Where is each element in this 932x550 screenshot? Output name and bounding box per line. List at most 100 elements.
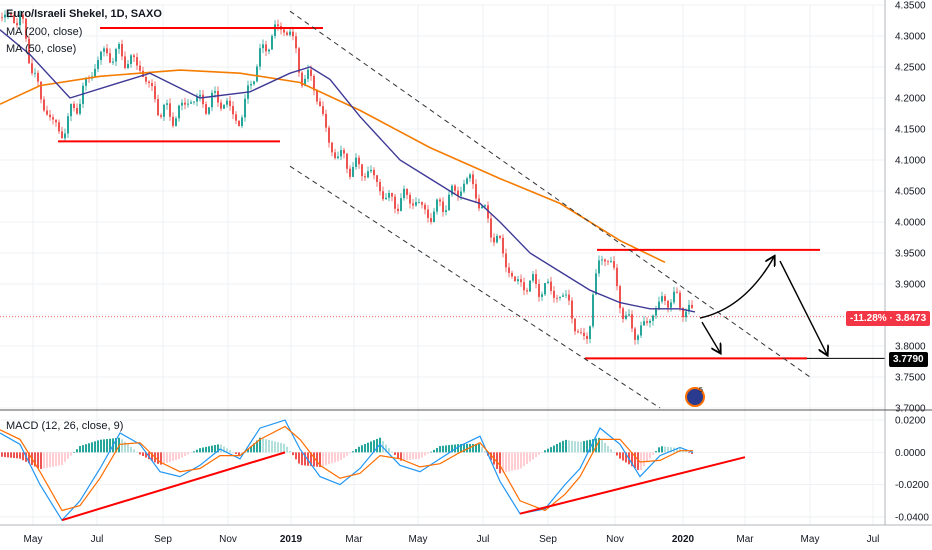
candle-body [652, 315, 654, 321]
candle-body [322, 106, 324, 114]
macd-histogram-bar [76, 449, 78, 453]
candle-body [661, 296, 663, 302]
candle-body [142, 70, 144, 77]
candle-body [376, 175, 378, 182]
macd-histogram-bar [22, 452, 24, 461]
candle-body [241, 117, 243, 126]
candle-body [82, 85, 84, 104]
macd-histogram-bar [121, 439, 123, 453]
macd-histogram-bar [37, 452, 39, 469]
x-tick-label: Sep [154, 534, 172, 545]
macd-histogram-bar [310, 452, 312, 467]
macd-histogram-bar [607, 446, 609, 453]
candle-body [616, 267, 618, 287]
ma50-legend[interactable]: MA (50, close) [6, 43, 77, 55]
macd-histogram-bar [109, 438, 111, 453]
candle-body [409, 194, 411, 204]
candle-body [121, 43, 123, 57]
candle-body [685, 311, 687, 318]
macd-histogram-bar [514, 452, 516, 471]
candle-body [7, 12, 9, 15]
macd-histogram-bar [130, 446, 132, 453]
candle-body [13, 15, 15, 24]
macd-histogram-bar [289, 450, 291, 453]
macd-legend[interactable]: MACD (12, 26, close, 9) [6, 420, 124, 432]
candle-body [79, 103, 81, 114]
candle-body [205, 104, 207, 114]
svg-text:5: 5 [699, 387, 703, 394]
macd-histogram-bar [622, 452, 624, 461]
candle-body [127, 63, 129, 69]
candle-body [151, 83, 153, 87]
candle-body [124, 56, 126, 69]
candle-body [640, 325, 642, 336]
macd-histogram-bar [376, 438, 378, 453]
candle-body [139, 65, 141, 71]
macd-histogram-bar [499, 452, 501, 474]
candle-body [175, 118, 177, 126]
macd-histogram-bar [667, 446, 669, 453]
candle-body [601, 259, 603, 261]
macd-histogram-bar [388, 448, 390, 453]
macd-histogram-bar [610, 449, 612, 453]
macd-histogram-bar [58, 452, 60, 466]
tradingview-logo-icon: 5 [685, 387, 705, 407]
macd-histogram-bar [184, 452, 186, 457]
macd-histogram-bar [214, 445, 216, 453]
macd-histogram-bar [625, 452, 627, 463]
macd-histogram-bar [166, 452, 168, 463]
macd-histogram-bar [49, 452, 51, 468]
macd-histogram-bar [274, 441, 276, 453]
macd-histogram-bar [439, 446, 441, 453]
candle-body [130, 55, 132, 64]
channel-upper-line [289, 10, 811, 378]
macd-histogram-bar [556, 443, 558, 453]
candle-body [460, 191, 462, 196]
candle-body [115, 48, 117, 62]
macd-histogram-bar [397, 452, 399, 459]
candle-body [691, 304, 693, 309]
ma200-legend[interactable]: MA (200, close) [6, 26, 83, 38]
candle-body [622, 308, 624, 319]
candle-body [433, 211, 435, 223]
y-tick-label: 3.9000 [895, 280, 926, 291]
candle-body [421, 202, 423, 205]
candle-body [103, 48, 105, 52]
candle-body [688, 304, 690, 312]
macd-histogram-bar [367, 442, 369, 453]
macd-histogram-bar [574, 441, 576, 453]
macd-histogram-bar [502, 452, 504, 473]
macd-histogram-bar [172, 452, 174, 461]
candle-body [58, 122, 60, 132]
candle-body [223, 104, 225, 109]
macd-histogram-bar [505, 452, 507, 473]
price-change-tag: -11.28% · 3.8473 [846, 311, 931, 326]
candle-body [289, 31, 291, 35]
macd-histogram-bar [418, 452, 420, 459]
candle-body [508, 267, 510, 273]
macd-histogram-bar [400, 452, 402, 461]
macd-histogram-bar [457, 444, 459, 453]
candle-body [481, 206, 483, 209]
candle-body [577, 331, 579, 333]
candle-body [448, 194, 450, 211]
candle-body [262, 44, 264, 49]
candle-body [370, 169, 372, 172]
macd-histogram-bar [1, 452, 3, 457]
candle-body [607, 261, 609, 263]
macd-histogram-bar [328, 452, 330, 465]
candle-body [232, 106, 234, 115]
support-price-tag: 3.7790 [889, 352, 928, 367]
macd-histogram-bar [88, 443, 90, 453]
macd-histogram-bar [685, 451, 687, 453]
candle-body [565, 294, 567, 296]
chart-title: Euro/Israeli Shekel, 1D, SAXO [6, 8, 162, 20]
candle-body [334, 152, 336, 159]
annotations [58, 10, 885, 522]
price-candles [1, 10, 693, 345]
macd-histogram-bar [604, 442, 606, 453]
candle-body [442, 201, 444, 212]
candle-body [598, 260, 600, 274]
macd-histogram-bar [580, 441, 582, 453]
